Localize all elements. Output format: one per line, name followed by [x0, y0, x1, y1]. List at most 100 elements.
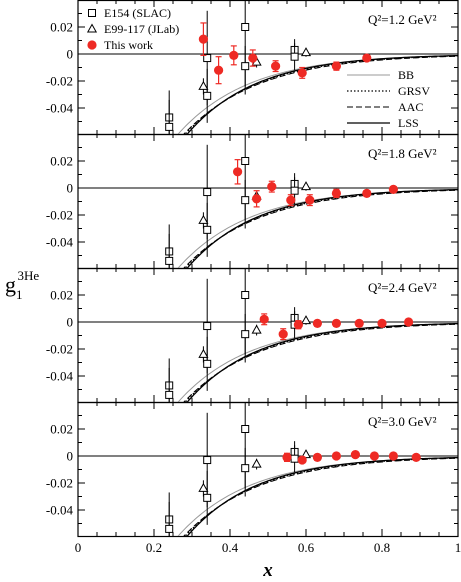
e154-point	[290, 186, 299, 195]
curve-lss	[186, 456, 458, 536]
this-work-point	[331, 318, 341, 328]
this-work-point	[411, 452, 421, 462]
x-tick-label: 0.8	[374, 540, 390, 555]
e154-point	[241, 291, 250, 299]
legend-circle-marker	[87, 40, 97, 50]
y-tick-label: -0.04	[46, 235, 74, 250]
y-tick-label: 0	[67, 47, 74, 62]
this-work-point	[214, 65, 224, 75]
this-work-point	[252, 194, 262, 204]
legend-label: This work	[104, 38, 153, 52]
this-work-point	[369, 451, 379, 461]
points	[165, 402, 421, 536]
e154-point	[203, 322, 212, 331]
this-work-point	[331, 451, 341, 461]
e154-point	[203, 188, 212, 197]
this-work-point	[229, 50, 239, 60]
curve-aac	[183, 55, 458, 134]
this-work-point	[312, 452, 322, 462]
this-work-point	[259, 314, 269, 324]
x-axis-title: x	[262, 560, 273, 581]
this-work-point	[286, 195, 296, 205]
panel-2: 0.02 0 -0.02 -0.04 Q²=1.8 GeV²	[46, 133, 459, 270]
this-work-point	[377, 318, 387, 328]
e154-point	[203, 91, 212, 100]
e154-point	[290, 454, 299, 463]
e154-point	[241, 330, 250, 339]
e99-point	[198, 348, 209, 358]
legend-label: E99-117 (JLab)	[104, 22, 179, 36]
e154-point	[290, 52, 299, 61]
panel-1: 0.02 0 -0.02 -0.04 Q²=1.2 GeV² E154 (SLAC) E99…	[46, 0, 459, 136]
this-work-point	[267, 182, 277, 192]
this-work-point	[362, 53, 372, 63]
y-tick-label: 0.02	[50, 20, 73, 35]
curve-aac	[183, 457, 458, 536]
this-work-point	[198, 34, 208, 44]
this-work-point	[350, 450, 360, 460]
e99-point	[251, 324, 262, 334]
e154-point	[241, 23, 250, 31]
this-work-point	[278, 329, 288, 339]
this-work-point	[282, 452, 292, 462]
this-work-point	[331, 61, 341, 71]
curve-aac	[183, 189, 458, 268]
e99-point	[300, 315, 312, 325]
curve-grsv	[184, 457, 458, 536]
this-work-point	[312, 318, 322, 328]
y-tick-label: 0.02	[50, 422, 73, 437]
legend-label: AAC	[398, 100, 423, 114]
e154-point	[203, 359, 212, 368]
e154-point	[241, 62, 250, 71]
curves	[177, 54, 458, 134]
e154-point	[203, 225, 212, 234]
panel-4: 0.02 0 -0.02 -0.04 Q²=3.0 GeV²	[46, 401, 459, 538]
e154-point	[241, 196, 250, 205]
y-tick-label: 0	[67, 449, 74, 464]
legend-square-marker	[88, 9, 96, 17]
y-tick-label: -0.04	[46, 369, 74, 384]
y-tick-label: 0	[67, 181, 74, 196]
e154-point	[165, 390, 174, 399]
this-work-point	[297, 68, 307, 78]
curve-lss	[186, 54, 458, 134]
y-tick-label: -0.02	[46, 74, 73, 89]
y-tick-label: -0.02	[46, 342, 73, 357]
x-tick-label: 0.6	[298, 540, 315, 555]
e99-point	[198, 214, 209, 224]
e99-point	[300, 47, 312, 57]
this-work-point	[271, 61, 281, 71]
y-tick-label: 0	[67, 315, 74, 330]
e154-point	[203, 493, 212, 502]
e154-point	[241, 157, 250, 165]
q2-label: Q²=1.8 GeV²	[368, 146, 437, 161]
panel-3: 0.02 0 -0.02 -0.04 Q²=2.4 GeV²	[46, 267, 459, 404]
legend-label: BB	[398, 68, 414, 82]
legend: E154 (SLAC) E99-117 (JLab) This work BB GRSV…	[86, 6, 430, 130]
e154-point	[165, 524, 174, 533]
x-tick-label: 0	[75, 540, 82, 555]
e154-point	[241, 425, 250, 433]
this-work-point	[388, 451, 398, 461]
legend-label: E154 (SLAC)	[104, 6, 171, 20]
x-tick-label: 0.4	[222, 540, 239, 555]
this-work-point	[354, 318, 364, 328]
y-tick-label: -0.02	[46, 208, 73, 223]
e154-point	[241, 464, 250, 473]
points	[165, 268, 414, 402]
legend-label: LSS	[398, 116, 419, 130]
x-axis-labels: 0 0.2 0.4 0.6 0.8 1	[75, 540, 461, 555]
y-tick-label: 0.02	[50, 154, 73, 169]
legend-triangle-marker	[86, 23, 98, 33]
e99-point	[300, 181, 312, 191]
q2-label: Q²=3.0 GeV²	[368, 414, 437, 429]
this-work-point	[388, 184, 398, 194]
e99-point	[198, 482, 209, 492]
q2-label: Q²=2.4 GeV²	[368, 280, 437, 295]
this-work-point	[297, 455, 307, 465]
y-tick-label: -0.04	[46, 101, 74, 116]
x-tick-label: 0.2	[146, 540, 162, 555]
this-work-point	[362, 188, 372, 198]
e99-point	[251, 458, 262, 468]
